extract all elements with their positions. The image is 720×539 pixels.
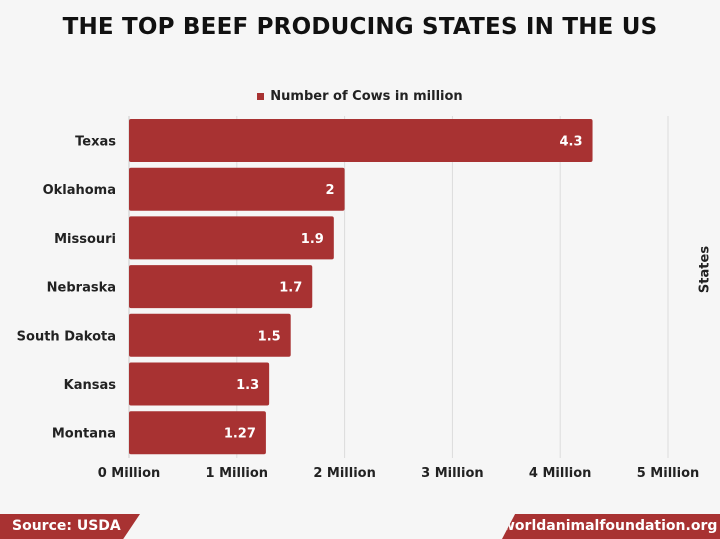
- bar: [129, 265, 313, 309]
- legend: Number of Cows in million: [0, 89, 720, 104]
- category-label: Nebraska: [47, 281, 116, 296]
- legend-label: Number of Cows in million: [270, 89, 463, 104]
- category-label: Texas: [75, 135, 116, 150]
- x-tick-label: 5 Million: [637, 466, 700, 481]
- category-label: Missouri: [54, 232, 116, 247]
- data-label: 2: [326, 183, 335, 198]
- legend-swatch: [257, 93, 265, 100]
- bar: [129, 362, 270, 406]
- chart-title: THE TOP BEEF PRODUCING STATES IN THE US: [62, 14, 658, 40]
- data-label: 1.7: [279, 281, 302, 296]
- site-banner: worldanimalfoundation.org: [502, 514, 720, 539]
- data-label: 1.9: [301, 232, 324, 247]
- bar: [129, 313, 291, 357]
- x-tick-label: 2 Million: [313, 466, 376, 481]
- x-tick-label: 3 Million: [421, 466, 484, 481]
- data-label: 1.5: [258, 329, 281, 344]
- bar: [129, 167, 345, 211]
- bar: [129, 119, 593, 162]
- category-label: South Dakota: [17, 329, 116, 344]
- data-label: 4.3: [560, 135, 583, 150]
- category-label: Oklahoma: [43, 183, 116, 198]
- data-label: 1.3: [236, 378, 259, 393]
- y-axis-label: States: [697, 245, 713, 294]
- x-tick-label: 0 Million: [98, 466, 161, 481]
- bar: [129, 216, 334, 260]
- data-label: 1.27: [224, 427, 256, 442]
- x-tick-label: 4 Million: [529, 466, 592, 481]
- category-label: Montana: [52, 427, 116, 442]
- x-tick-label: 1 Million: [206, 466, 269, 481]
- source-banner: Source: USDA: [0, 514, 140, 539]
- bar: [129, 411, 266, 455]
- category-label: Kansas: [64, 378, 117, 393]
